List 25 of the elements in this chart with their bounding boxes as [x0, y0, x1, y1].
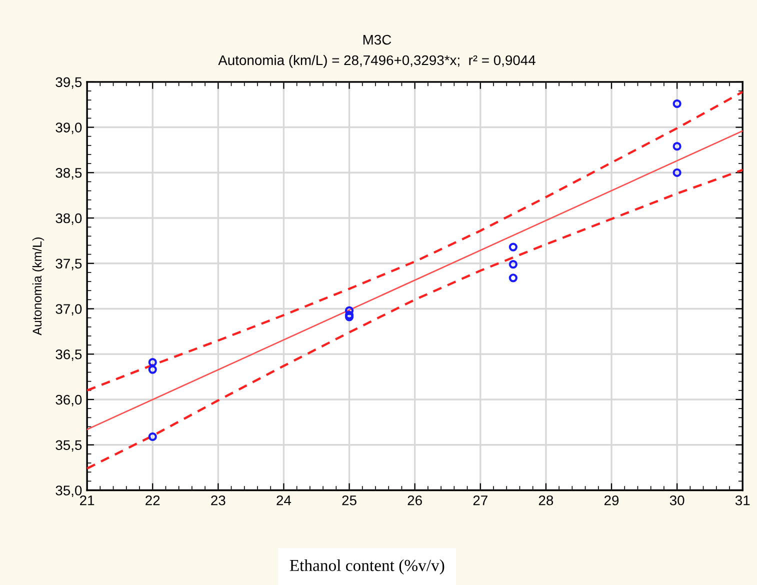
y-tick-label: 38,5: [56, 168, 82, 180]
x-tick-label: 25: [342, 495, 356, 506]
y-tick-label: 37,5: [56, 258, 82, 270]
y-tick-label: 39,5: [56, 77, 82, 89]
y-tick-label: 36,0: [56, 394, 82, 406]
x-axis-title: Ethanol content (%v/v): [290, 559, 444, 574]
x-tick-label: 29: [604, 495, 619, 506]
y-tick-label: 37,0: [56, 304, 82, 316]
x-tick-label: 22: [146, 495, 160, 506]
x-tick-label: 26: [408, 495, 422, 506]
chart-subtitle: Autonomia (km/L) = 28,7496+0,3293*x; r² = 0,9044: [218, 54, 536, 68]
x-tick-label: 21: [80, 495, 94, 506]
y-tick-label: 39,0: [56, 122, 82, 134]
x-tick-label: 31: [735, 495, 750, 506]
y-tick-label: 36,5: [56, 349, 82, 361]
x-tick-label: 30: [670, 495, 684, 506]
x-tick-label: 24: [276, 495, 292, 506]
chart-title: M3C: [363, 34, 392, 45]
y-tick-label: 35,0: [56, 486, 82, 498]
y-tick-label: 35,5: [56, 440, 82, 452]
x-tick-label: 23: [211, 495, 226, 506]
x-tick-label: 27: [473, 495, 488, 506]
y-tick-label: 38,0: [56, 213, 82, 225]
x-tick-label: 28: [538, 495, 554, 506]
y-axis-title: Autonomia (km/L): [32, 238, 44, 336]
